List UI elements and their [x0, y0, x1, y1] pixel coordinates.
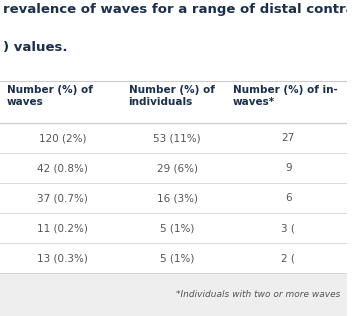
Text: 42 (0.8%): 42 (0.8%) — [37, 163, 88, 173]
Text: 13 (0.3%): 13 (0.3%) — [37, 253, 88, 263]
Text: 53 (11%): 53 (11%) — [153, 133, 201, 143]
Bar — [0, 153, 347, 183]
Text: 11 (0.2%): 11 (0.2%) — [37, 223, 88, 233]
Text: revalence of waves for a range of distal contrac: revalence of waves for a range of distal… — [4, 3, 360, 16]
Bar — [0, 183, 347, 213]
Text: 9: 9 — [285, 163, 292, 173]
Bar — [0, 243, 347, 273]
Text: Number (%) of in-
waves*: Number (%) of in- waves* — [233, 85, 337, 107]
Text: Number (%) of
individuals: Number (%) of individuals — [129, 85, 215, 107]
Text: 5 (1%): 5 (1%) — [160, 253, 194, 263]
Text: 37 (0.7%): 37 (0.7%) — [37, 193, 88, 203]
Text: 27: 27 — [282, 133, 295, 143]
Bar — [0, 123, 347, 153]
Text: 120 (2%): 120 (2%) — [39, 133, 86, 143]
Text: 16 (3%): 16 (3%) — [157, 193, 198, 203]
Text: 5 (1%): 5 (1%) — [160, 223, 194, 233]
Bar — [0, 213, 347, 243]
Text: 29 (6%): 29 (6%) — [157, 163, 198, 173]
Text: ) values.: ) values. — [4, 41, 68, 54]
Text: 6: 6 — [285, 193, 292, 203]
Text: Number (%) of
waves: Number (%) of waves — [7, 85, 93, 107]
Text: *Individuals with two or more waves: *Individuals with two or more waves — [176, 290, 340, 299]
Text: 3 (: 3 ( — [281, 223, 295, 233]
Bar — [0, 273, 347, 316]
Text: 2 (: 2 ( — [281, 253, 295, 263]
